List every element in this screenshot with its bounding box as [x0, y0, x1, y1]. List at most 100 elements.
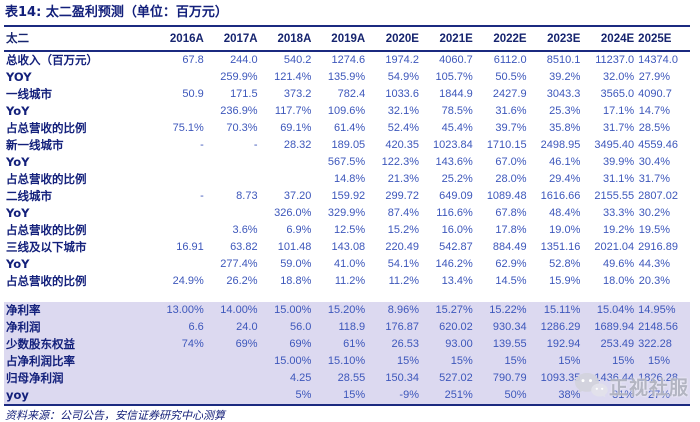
cell: 122.3%	[381, 156, 419, 168]
header-cell-year: 2020E	[367, 27, 421, 52]
cell: 118.9	[313, 319, 368, 336]
header-cell-year: 2016A	[152, 27, 206, 52]
cell: 176.87	[367, 319, 421, 336]
cell: 59.0%	[280, 258, 312, 270]
cell: 2916.89	[638, 241, 678, 253]
cell: 48.4%	[549, 207, 581, 219]
cell: 105.7%	[435, 71, 473, 83]
table-row: YoY 277.4% 59.0% 41.0% 54.1% 146.2% 62.9% 52.8%…	[4, 256, 690, 273]
cell: 18.0%	[602, 275, 635, 287]
cell: 253.49	[582, 336, 637, 353]
cell: 326.0%	[274, 207, 312, 219]
cell: 1093.35	[528, 370, 583, 387]
cell: 15.27%	[420, 290, 475, 319]
cell: 15.00%	[259, 353, 314, 370]
cell: 159.92	[331, 190, 366, 202]
table-row: YOY 259.9% 121.4% 135.9% 54.9% 105.7% 50.5% 39.…	[4, 69, 690, 86]
cell: 15%	[528, 353, 583, 370]
cell: 2427.9	[492, 88, 527, 100]
cell	[152, 222, 206, 239]
cell: 8.73	[236, 190, 258, 202]
cell: 31.7%	[638, 173, 670, 185]
cell: 782.4	[337, 88, 366, 100]
cell: 75.1%	[172, 122, 204, 134]
cell: 1274.6	[331, 54, 366, 66]
cell: 3.6%	[232, 224, 258, 236]
cell: 322.28	[636, 336, 690, 353]
table-row: 占净利润比率 15.00% 15.10% 15% 15% 15% 15% 15% 15%	[4, 353, 690, 370]
cell	[152, 205, 206, 222]
cell: 78.5%	[441, 105, 473, 117]
row-label: YoY	[6, 104, 30, 118]
table-row: 少数股东权益 74% 69% 69% 61% 26.53 93.00 139.55 192.94…	[4, 336, 690, 353]
table-row: 净利率 13.00% 14.00% 15.00% 15.20% 8.96% 15.27% 15…	[4, 290, 690, 319]
cell: 373.2	[283, 88, 312, 100]
cell: 2148.56	[636, 319, 690, 336]
cell: 790.79	[474, 370, 529, 387]
cell: 143.6%	[435, 156, 473, 168]
cell: 146.2%	[435, 258, 473, 270]
cell: 31.7%	[602, 122, 635, 134]
cell: 1974.2	[385, 54, 419, 66]
cell	[206, 171, 260, 188]
row-label: 占总营收的比例	[6, 172, 87, 186]
cell: 87.4%	[387, 207, 419, 219]
cell	[206, 154, 260, 171]
cell: 19.5%	[638, 224, 670, 236]
cell: 15.11%	[528, 290, 583, 319]
cell: -	[200, 190, 204, 202]
cell: 14.5%	[495, 275, 527, 287]
cell: 3495.40	[594, 139, 635, 151]
cell: 24.9%	[172, 275, 204, 287]
table-row: 一线城市 50.9 171.5 373.2 782.4 1033.6 1844.9 2427.…	[4, 86, 690, 103]
cell: 1844.9	[439, 88, 473, 100]
row-label: 少数股东权益	[4, 336, 152, 353]
cell: 3565.0	[600, 88, 635, 100]
cell: 11.2%	[388, 275, 419, 287]
cell: 6.6	[152, 319, 206, 336]
cell: 24.0	[205, 319, 260, 336]
cell: 41.0%	[333, 258, 366, 270]
cell: 44.3%	[638, 258, 670, 270]
cell: 109.6%	[327, 105, 366, 117]
cell: 18.8%	[280, 275, 312, 287]
cell: 28.55	[313, 370, 368, 387]
cell	[152, 387, 206, 405]
table-title: 表14: 太二盈利预测（单位：百万元）	[4, 3, 690, 27]
cell: 1710.15	[486, 139, 527, 151]
cell: 8.96%	[367, 290, 421, 319]
cell	[260, 171, 314, 188]
cell: 1616.66	[540, 190, 581, 202]
cell: 121.4%	[274, 71, 312, 83]
cell: 67.8%	[495, 207, 527, 219]
cell	[152, 103, 206, 120]
cell: 70.3%	[226, 122, 258, 134]
cell: 52.8%	[549, 258, 581, 270]
cell: 31%	[582, 387, 637, 405]
header-cell-year: 2022E	[474, 27, 529, 52]
cell: 32.1%	[387, 105, 419, 117]
cell: 171.5	[230, 88, 258, 100]
row-label: 新一线城市	[6, 138, 64, 152]
cell: 62.9%	[495, 258, 527, 270]
cell: 15%	[367, 353, 421, 370]
cell: 50.9	[182, 88, 204, 100]
cell: 50%	[474, 387, 529, 405]
cell: 25.2%	[441, 173, 473, 185]
cell: 3043.3	[546, 88, 581, 100]
cell: 13.00%	[152, 290, 206, 319]
cell: 527.02	[420, 370, 475, 387]
cell: 26.53	[367, 336, 421, 353]
cell: 28.0%	[495, 173, 527, 185]
cell	[152, 171, 206, 188]
table-row: 净利润 6.6 24.0 56.0 118.9 176.87 620.02 930.34 128…	[4, 319, 690, 336]
forecast-table: 太二 2016A 2017A 2018A 2019A 2020E 2021E 2022E 202…	[4, 27, 690, 406]
cell: 69%	[205, 336, 260, 353]
header-cell-year: 2025E	[636, 27, 690, 52]
cell: 2155.55	[594, 190, 635, 202]
row-label: 总收入（百万元）	[6, 53, 98, 67]
cell: 54.1%	[387, 258, 419, 270]
cell: 1023.84	[433, 139, 473, 151]
row-label: 占总营收的比例	[6, 274, 87, 288]
cell: 15%	[636, 353, 690, 370]
